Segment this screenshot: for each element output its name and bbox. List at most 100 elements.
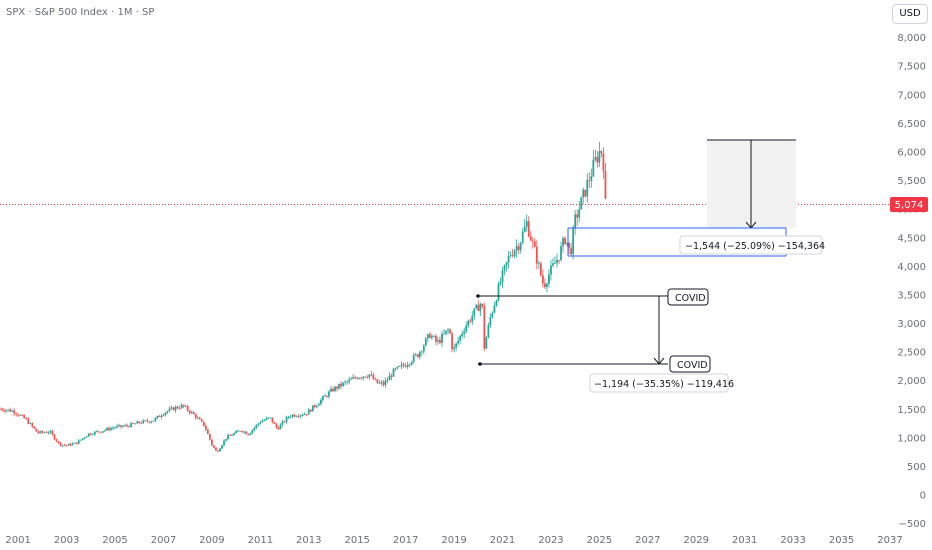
candle-body: [23, 415, 26, 419]
x-tick-label: 2035: [829, 535, 854, 546]
x-tick-label: 2019: [441, 535, 466, 546]
candle-body: [11, 410, 14, 412]
candle-body: [122, 426, 125, 427]
x-tick-label: 2037: [877, 535, 902, 546]
candle-body: [45, 432, 48, 434]
candle-body: [564, 238, 566, 244]
candle-body: [188, 410, 191, 414]
candle-body: [55, 439, 58, 442]
candle-body: [455, 343, 457, 348]
covid-label-1[interactable]: COVID: [667, 288, 709, 306]
candle-body: [223, 440, 225, 446]
candle-body: [402, 364, 405, 366]
candle-body: [566, 242, 568, 244]
candle-body: [487, 324, 490, 338]
covid-arrow-head: [653, 357, 665, 365]
candle-body: [255, 424, 258, 428]
candle-body: [162, 414, 165, 416]
candle-body: [463, 331, 466, 334]
y-tick-label: 4,500: [897, 233, 926, 244]
candle-body: [350, 378, 353, 380]
candle-body: [267, 417, 270, 419]
y-axis[interactable]: 8,0007,5007,0006,5006,0005,5005,0004,500…: [897, 33, 926, 530]
candle-body: [73, 442, 76, 444]
candle-body: [346, 381, 349, 383]
covid-label-2[interactable]: COVID: [669, 355, 711, 373]
projection-measure-text: −1,544 (−25.09%) −154,364: [685, 241, 825, 252]
x-tick-label: 2013: [296, 535, 321, 546]
candle-body: [245, 431, 248, 435]
candle-body: [164, 412, 167, 415]
candle-body: [152, 420, 155, 422]
x-tick-label: 2015: [344, 535, 369, 546]
currency-button[interactable]: USD: [892, 4, 928, 24]
y-tick-label: 3,000: [897, 319, 926, 330]
candle-body: [580, 197, 583, 210]
candle-body: [441, 333, 443, 343]
covid-measure[interactable]: [476, 294, 668, 366]
candle-body: [253, 427, 256, 431]
candle-body: [576, 214, 579, 218]
candle-body: [25, 418, 28, 419]
candle-body: [158, 415, 161, 417]
candle-body: [418, 351, 421, 358]
candle-body: [3, 410, 5, 412]
projection-measure[interactable]: [707, 139, 796, 229]
candle-body: [243, 431, 246, 433]
candle-body: [467, 320, 470, 326]
candle-body: [13, 410, 16, 414]
candle-body: [43, 432, 46, 434]
y-tick-label: 5,500: [897, 176, 926, 187]
candle-body: [283, 421, 286, 423]
candle-body: [89, 433, 92, 435]
candle-body: [556, 259, 558, 264]
candle-body: [406, 364, 409, 367]
x-axis[interactable]: 2001 2003 2005 2007 2009 2011 2013 2015 2017 2019…: [5, 535, 902, 546]
candle-body: [449, 329, 451, 334]
y-tick-label: 4,000: [897, 262, 926, 273]
candle-body: [317, 403, 320, 406]
candle-body: [475, 304, 478, 309]
y-tick-label: 7,000: [897, 90, 926, 101]
candle-body: [394, 368, 397, 370]
candle-body: [562, 238, 564, 247]
candle-body: [435, 335, 437, 342]
candle-body: [588, 180, 591, 181]
candle-body: [445, 330, 447, 334]
candle-body: [322, 396, 324, 400]
candle-body: [384, 380, 387, 385]
candle-body: [93, 431, 96, 435]
candle-body: [307, 409, 310, 415]
candle-body: [239, 430, 242, 432]
candle-body: [9, 409, 11, 412]
candle-body: [41, 431, 44, 433]
y-tick-label: 7,500: [897, 62, 926, 73]
candle-body: [132, 423, 135, 424]
candle-body: [126, 425, 129, 427]
candle-body: [519, 242, 522, 251]
candle-body: [235, 431, 238, 434]
projection-measure-label[interactable]: −1,544 (−25.09%) −154,364: [679, 235, 825, 255]
candle-body: [120, 425, 122, 427]
candle-body: [172, 407, 175, 411]
candle-body: [110, 428, 112, 431]
candle-body: [273, 422, 276, 424]
candle-body: [102, 431, 104, 433]
candle-body: [249, 433, 252, 436]
candle-body: [265, 418, 268, 420]
candle-body: [237, 430, 240, 432]
candle-body: [217, 450, 219, 452]
candle-body: [568, 242, 571, 248]
candle-body: [166, 411, 169, 413]
candle-body: [319, 399, 322, 404]
candle-body: [297, 416, 300, 418]
candle-body: [108, 428, 110, 431]
y-tick-label: 2,000: [897, 376, 926, 387]
candle-body: [229, 435, 231, 436]
candle-body: [29, 423, 32, 425]
covid-measure-label[interactable]: −1,194 (−35.35%) −119,416: [589, 373, 734, 393]
candle-body: [138, 421, 141, 423]
candle-body: [289, 416, 292, 418]
candle-body: [35, 428, 38, 432]
